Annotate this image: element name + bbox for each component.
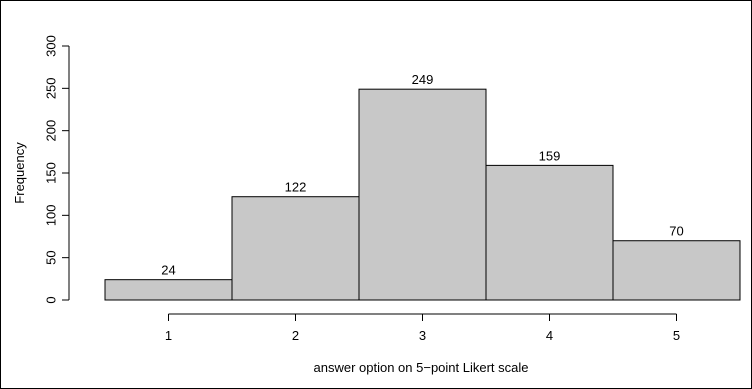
y-tick-label-300: 300 <box>43 35 58 57</box>
bar-4 <box>485 164 614 301</box>
data-labels-group: 24 122 249 159 70 <box>161 72 683 278</box>
y-axis-title: Frequency <box>12 142 27 204</box>
bar-1 <box>104 279 233 301</box>
data-label-1: 24 <box>161 263 175 278</box>
y-tick-label-0: 0 <box>43 296 58 303</box>
data-label-2: 122 <box>285 180 307 195</box>
data-label-4: 159 <box>539 148 561 163</box>
bar-5 <box>612 240 741 301</box>
y-tick-label-250: 250 <box>43 77 58 99</box>
data-label-3: 249 <box>412 72 434 87</box>
bar-3 <box>358 88 487 301</box>
bar-2 <box>231 196 360 301</box>
data-label-5: 70 <box>669 224 683 239</box>
x-tick-label-3: 3 <box>419 328 426 343</box>
y-tick-label-100: 100 <box>43 204 58 226</box>
x-tick-label-4: 4 <box>546 328 553 343</box>
y-axis: 0 50 100 150 200 250 300 <box>43 35 70 304</box>
y-tick-label-200: 200 <box>43 120 58 142</box>
x-tick-label-2: 2 <box>292 328 299 343</box>
bars-group <box>104 88 741 301</box>
x-tick-label-1: 1 <box>165 328 172 343</box>
y-tick-label-50: 50 <box>43 250 58 264</box>
x-axis-title: answer option on 5−point Likert scale <box>314 360 529 375</box>
x-axis: 1 2 3 4 5 <box>165 313 680 343</box>
x-tick-label-5: 5 <box>673 328 680 343</box>
y-tick-label-150: 150 <box>43 162 58 184</box>
